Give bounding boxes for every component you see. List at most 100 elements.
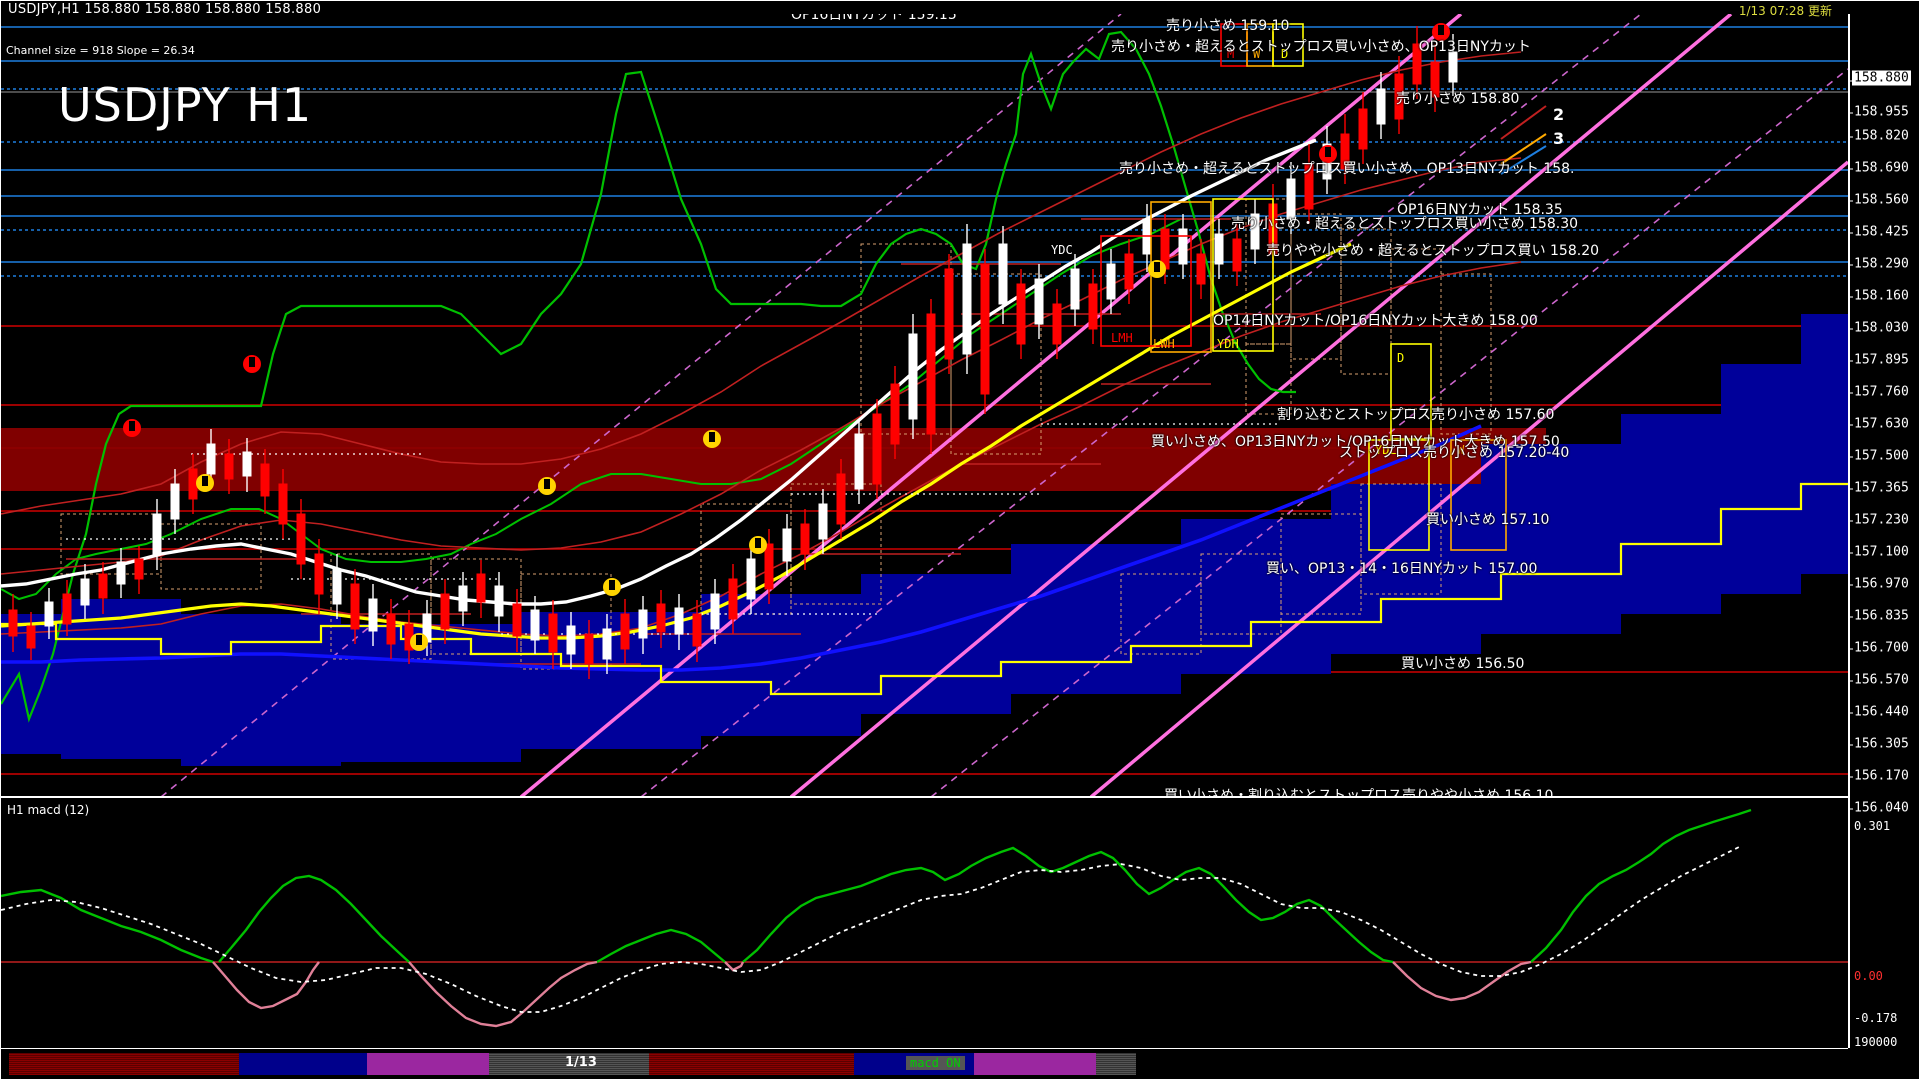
nav-segment-purple-2[interactable] bbox=[974, 1053, 1096, 1075]
axis-tick: 156.170 bbox=[1848, 768, 1909, 784]
macd-tab-chip[interactable]: macd ON bbox=[906, 1056, 965, 1070]
macd-axis-tick: -0.178 bbox=[1854, 1011, 1898, 1025]
box-label-ydl: YDL bbox=[1375, 443, 1397, 457]
annotation-11: ストップロス売り小さめ 157.20-40 bbox=[1339, 445, 1570, 461]
nav-segment-blue-1[interactable] bbox=[239, 1053, 367, 1075]
annotation-15: 買い小さめ・割り込むとストップロス売りやや小さめ 156.10 bbox=[1164, 788, 1554, 797]
macd-line-green-5 bbox=[1530, 808, 1752, 963]
axis-tick: 157.500 bbox=[1848, 448, 1909, 464]
axis-tick: 157.895 bbox=[1848, 352, 1909, 368]
annotation-12: 買い小さめ 157.10 bbox=[1426, 512, 1550, 528]
channel-info-label: Channel size = 918 Slope = 26.34 bbox=[6, 44, 195, 57]
box-label-d: D bbox=[1281, 47, 1288, 61]
nav-segment-red-1[interactable] bbox=[9, 1053, 239, 1075]
axis-tick: 157.100 bbox=[1848, 544, 1909, 560]
axis-tick: 158.425 bbox=[1848, 224, 1909, 240]
green-indicator-line bbox=[1, 30, 1296, 723]
annotation-1: 売り小さめ 159.10 bbox=[1166, 18, 1290, 34]
price-chart-svg: M W D LWH YDH LMH D YDL W YDC 2 3 bbox=[1, 14, 1848, 797]
macd-line-pink-3 bbox=[724, 961, 745, 972]
annotation-5: OP16日NYカット 158.35 bbox=[1397, 202, 1563, 218]
box-label-w: W bbox=[1253, 47, 1261, 61]
nav-date-label: 1/13 bbox=[565, 1055, 597, 1070]
axis-tick: 156.305 bbox=[1848, 736, 1909, 752]
kijun-yellow-step bbox=[1, 482, 1848, 696]
nav-segment-gray-2[interactable] bbox=[1096, 1053, 1136, 1075]
annotation-13: 買い、OP13・14・16日NYカット 157.00 bbox=[1266, 561, 1538, 577]
annotation-14: 買い小さめ 156.50 bbox=[1401, 656, 1525, 672]
box-label-d2: D bbox=[1397, 351, 1404, 365]
chart-scrollbar[interactable]: 1/13 macd ON bbox=[1, 1048, 1848, 1078]
ichimoku-cloud bbox=[1, 314, 1848, 766]
current-price-badge: 158.880 bbox=[1852, 70, 1911, 86]
ma-white bbox=[1, 138, 1317, 606]
axis-tick: 157.760 bbox=[1848, 384, 1909, 400]
box-label-lmh: LMH bbox=[1111, 331, 1133, 345]
pane-separator-top bbox=[1, 796, 1848, 798]
axis-tick: 158.160 bbox=[1848, 288, 1909, 304]
box-label-m: M bbox=[1227, 47, 1234, 61]
fib-label-3: 3 bbox=[1553, 129, 1564, 148]
update-time-status: 1/13 07:28 更新 bbox=[1738, 4, 1832, 18]
chart-watermark: USDJPY H1 bbox=[58, 78, 313, 132]
macd-line-green-4 bbox=[742, 846, 1394, 964]
box-label-w2: W bbox=[1457, 443, 1465, 457]
axis-tick: 158.030 bbox=[1848, 320, 1909, 336]
macd-line-pink-4 bbox=[1392, 960, 1532, 1002]
macd-chart-svg bbox=[1, 800, 1848, 1048]
macd-signal-line bbox=[1, 845, 1742, 1013]
candlestick-series bbox=[8, 26, 1458, 679]
annotation-8: OP14日NYカット/OP16日NYカット大きめ 158.00 bbox=[1213, 313, 1538, 329]
annotation-0: OP16日NYカット 159.15 bbox=[791, 14, 957, 23]
macd-axis-tick: 0.301 bbox=[1854, 819, 1891, 833]
axis-tick: 157.630 bbox=[1848, 416, 1909, 432]
grid-lines-blue bbox=[1, 26, 1848, 263]
macd-line-pink-2 bbox=[408, 960, 598, 1028]
annotation-2: 売り小さめ・超えるとストップロス買い小さめ、OP13日NYカット bbox=[1111, 39, 1531, 55]
indicator-box-group bbox=[1100, 23, 1507, 551]
axis-tick: 158.290 bbox=[1848, 256, 1909, 272]
axis-tick: 158.560 bbox=[1848, 192, 1909, 208]
axis-tick: 157.365 bbox=[1848, 480, 1909, 496]
axis-tick: 156.040 bbox=[1848, 800, 1909, 816]
annotation-3: 売り小さめ 158.80 bbox=[1396, 91, 1520, 107]
chart-title-bar: USDJPY,H1 158.880 158.880 158.880 158.88… bbox=[8, 2, 322, 17]
box-label-ydc: YDC bbox=[1051, 243, 1073, 257]
axis-tick: 158.820 bbox=[1848, 128, 1909, 144]
axis-tick: 156.835 bbox=[1848, 608, 1909, 624]
price-chart-pane[interactable]: M W D LWH YDH LMH D YDL W YDC 2 3 bbox=[1, 14, 1848, 797]
macd-line-green bbox=[1, 888, 214, 964]
price-axis[interactable]: 159.090 158.955 158.880 158.820 158.690 … bbox=[1848, 14, 1919, 1049]
macd-line-pink bbox=[212, 961, 320, 1010]
trend-channel-dashed bbox=[160, 14, 1848, 797]
box-label-lwh: LWH bbox=[1153, 337, 1175, 351]
axis-tick: 156.570 bbox=[1848, 672, 1909, 688]
axis-tick: 157.230 bbox=[1848, 512, 1909, 528]
axis-tick: 158.690 bbox=[1848, 160, 1909, 176]
fib-arrows: 2 3 bbox=[1500, 105, 1564, 175]
signal-markers bbox=[123, 23, 1450, 651]
annotation-10: 買い小さめ、OP13日NYカット/OP16日NYカット大きめ 157.50 bbox=[1151, 434, 1560, 450]
nav-segment-red-2[interactable] bbox=[649, 1053, 854, 1075]
grid-lines-blue-dotted bbox=[1, 88, 1848, 277]
annotation-6: 売り小さめ・超えるとストップロス買い小さめ 158.30 bbox=[1231, 216, 1579, 232]
macd-line-green-3 bbox=[596, 928, 726, 964]
axis-tick: 156.700 bbox=[1848, 640, 1909, 656]
macd-indicator-pane[interactable]: H1 macd (12) bbox=[1, 800, 1848, 1048]
ma-blue bbox=[1, 424, 1482, 672]
macd-line-green-2 bbox=[218, 874, 410, 963]
nav-segment-purple-1[interactable] bbox=[367, 1053, 489, 1075]
annotation-7: 売りやや小さめ・超えるとストップロス買い 158.20 bbox=[1266, 243, 1600, 259]
macd-pane-label: H1 macd (12) bbox=[7, 803, 90, 817]
annotation-4: 売り小さめ・超えるとストップロス買い小さめ、OP13日NYカット 158. bbox=[1119, 161, 1575, 177]
axis-tick: 156.440 bbox=[1848, 704, 1909, 720]
box-label-ydh: YDH bbox=[1217, 337, 1239, 351]
macd-axis-tick-zero: 0.00 bbox=[1854, 969, 1883, 983]
nav-segment-gray-1[interactable] bbox=[489, 1053, 649, 1075]
annotation-9: 割り込むとストップロス売り小さめ 157.60 bbox=[1277, 407, 1555, 423]
axis-tick: 158.955 bbox=[1848, 104, 1909, 120]
fib-label-2: 2 bbox=[1553, 105, 1564, 124]
axis-tick: 156.970 bbox=[1848, 576, 1909, 592]
macd-axis-tick: 190000 bbox=[1854, 1035, 1898, 1049]
